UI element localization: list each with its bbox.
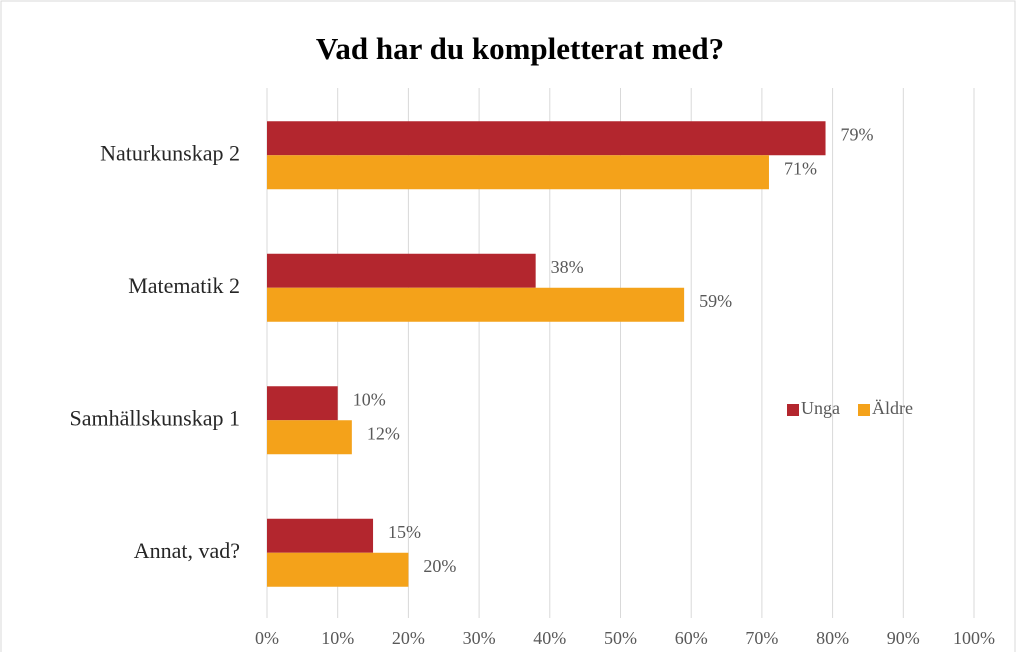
value-label: 71% [784, 158, 817, 178]
bar [267, 155, 769, 190]
value-label: 15% [388, 522, 421, 542]
chart-title: Vad har du kompletterat med? [316, 31, 724, 66]
bar [267, 287, 685, 322]
x-tick-label: 70% [745, 628, 778, 648]
x-tick-label: 0% [255, 628, 279, 648]
bar [267, 552, 409, 587]
bar [267, 518, 374, 553]
bar [267, 386, 338, 421]
legend-label: Unga [801, 398, 840, 418]
value-label: 38% [551, 257, 584, 277]
x-tick-label: 40% [533, 628, 566, 648]
value-label: 79% [841, 124, 874, 144]
bar [267, 420, 352, 455]
x-tick-label: 10% [321, 628, 354, 648]
bar [267, 121, 826, 156]
category-label: Samhällskunskap 1 [70, 405, 241, 430]
legend-label: Äldre [872, 398, 913, 418]
x-tick-label: 90% [887, 628, 920, 648]
x-tick-label: 100% [953, 628, 995, 648]
value-label: 10% [353, 389, 386, 409]
category-label: Annat, vad? [134, 538, 240, 563]
bar [267, 253, 536, 288]
x-tick-label: 60% [675, 628, 708, 648]
legend-swatch [858, 404, 870, 416]
x-tick-label: 50% [604, 628, 637, 648]
x-tick-label: 80% [816, 628, 849, 648]
category-label: Naturkunskap 2 [100, 140, 240, 165]
value-label: 59% [699, 291, 732, 311]
value-label: 12% [367, 423, 400, 443]
x-tick-label: 30% [463, 628, 496, 648]
legend-swatch [787, 404, 799, 416]
value-label: 20% [423, 556, 456, 576]
category-label: Matematik 2 [128, 273, 240, 298]
x-tick-label: 20% [392, 628, 425, 648]
